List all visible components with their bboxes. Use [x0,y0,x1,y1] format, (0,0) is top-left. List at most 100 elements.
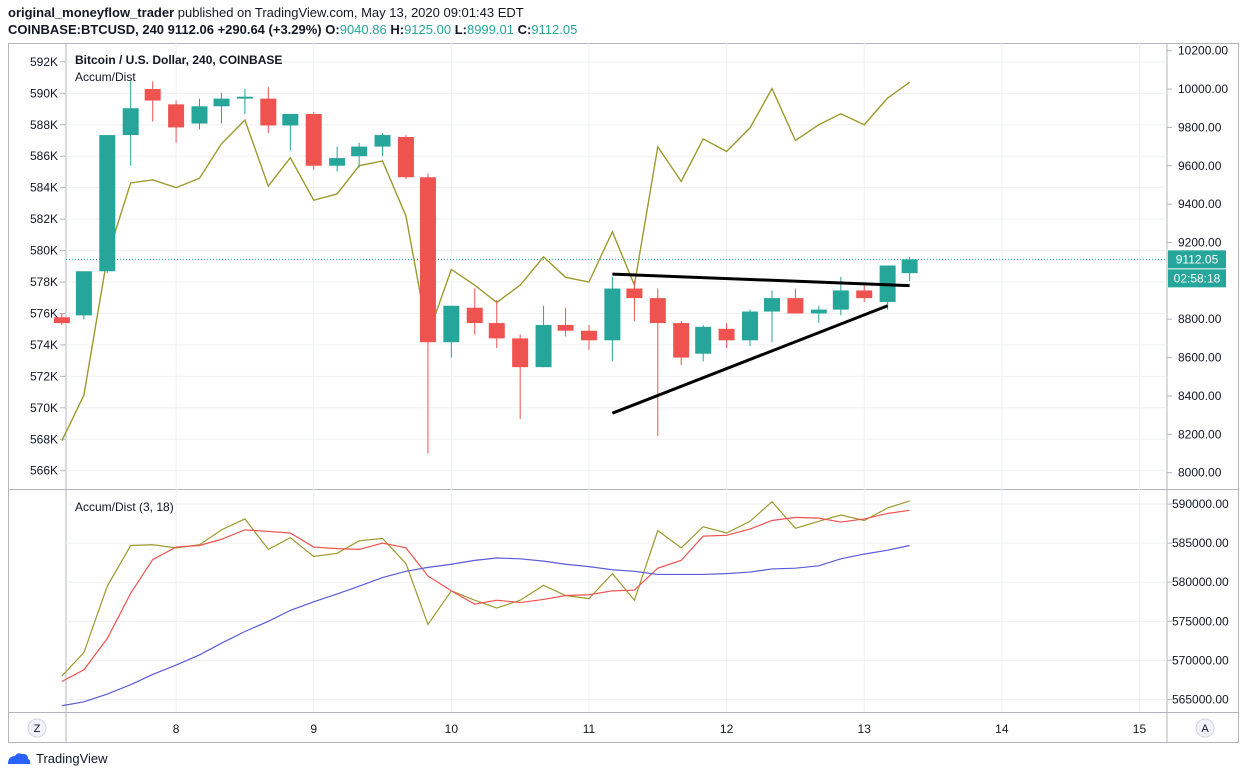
auto-zoom-button[interactable]: Z [27,718,47,738]
low-value: 8999.01 [466,22,514,37]
ohlc-line: COINBASE:BTCUSD, 240 9112.06 +290.64 (+3… [8,21,1238,38]
candle[interactable] [718,323,735,348]
price-tick-label: 9600.00 [1178,159,1222,173]
left-axis-tick-label: 576K [30,306,58,320]
trendline[interactable] [612,272,910,288]
candle-body [53,317,70,324]
low-label: L: [454,22,467,37]
candle[interactable] [191,98,208,130]
z-button-label: Z [34,723,41,735]
candle[interactable] [260,87,277,134]
overlay-label: Accum/Dist [75,70,136,84]
candle-body [604,288,621,341]
trendline[interactable] [611,304,889,415]
candle-body [764,298,781,312]
candle[interactable] [122,79,139,166]
candle-body [856,290,873,299]
symbol-label: COINBASE:BTCUSD, 240 [8,22,165,37]
publish-line: original_moneyflow_trader published on T… [8,4,1238,21]
candle[interactable] [305,112,322,170]
candle-body [260,98,277,126]
candle-body [374,135,391,147]
price-tick-label: 9200.00 [1178,235,1222,249]
candle-body [236,96,253,99]
candle[interactable] [419,173,436,454]
candle[interactable] [144,81,161,122]
candle[interactable] [329,146,346,172]
candle[interactable] [512,334,529,419]
time-tick-label: 12 [720,722,734,736]
candle[interactable] [626,280,643,322]
candle[interactable] [764,290,781,343]
candle-body [443,305,460,343]
candle[interactable] [282,113,299,151]
candle-body [673,323,690,358]
candle[interactable] [856,284,873,302]
author-name[interactable]: original_moneyflow_trader [8,5,175,20]
left-axis-tick-label: 592K [30,55,58,69]
left-axis-tick-label: 582K [30,212,58,226]
candle[interactable] [374,133,391,157]
candle-body [419,177,436,343]
accum-dist-line [61,81,911,442]
candle[interactable] [695,324,712,362]
candle[interactable] [673,321,690,366]
left-axis-tick-label: 574K [30,338,58,352]
price-tick-label: 9400.00 [1178,197,1222,211]
candle[interactable] [649,288,666,437]
candle[interactable] [580,324,597,350]
candle[interactable] [75,271,92,320]
candle[interactable] [787,288,804,314]
time-tick-label: 8 [173,722,180,736]
sub-tick-label: 585000.00 [1172,536,1229,550]
candle-body [832,290,849,310]
close-label: C: [517,22,532,37]
candle[interactable] [557,307,574,337]
a-button-label: A [1201,723,1209,735]
candle-body [626,288,643,299]
candle-body [695,326,712,354]
time-tick-label: 11 [583,722,596,736]
candle-body [351,146,368,157]
candle[interactable] [741,309,758,347]
change-value: +290.64 (+3.29%) [217,22,322,37]
sub-tick-label: 590000.00 [1172,497,1229,511]
candle[interactable] [443,305,460,358]
tradingview-logo[interactable]: TradingView [6,751,108,766]
candle-body [144,89,161,101]
candle-body [580,330,597,341]
candle[interactable] [99,135,116,274]
candle[interactable] [53,313,70,325]
auto-scale-button[interactable]: A [1195,718,1215,738]
candle[interactable] [213,92,230,124]
candle[interactable] [901,256,918,282]
price-tick-label: 8200.00 [1178,427,1222,441]
sub-tick-label: 575000.00 [1172,614,1229,628]
sub-tick-label: 570000.00 [1172,653,1229,667]
candle[interactable] [466,288,483,335]
left-axis-tick-label: 584K [30,181,58,195]
candle-body [512,338,529,368]
left-axis-tick-label: 586K [30,149,58,163]
sub-pane-title: Accum/Dist (3, 18) [75,500,174,514]
candle[interactable] [879,265,896,310]
candle[interactable] [236,89,253,114]
candle[interactable] [810,305,827,324]
high-label: H: [390,22,405,37]
z-button-bg [27,718,47,738]
candle[interactable] [604,277,621,362]
candle-body [282,113,299,126]
candle-body [213,98,230,107]
left-axis-tick-label: 580K [30,244,58,258]
candle[interactable] [488,300,505,348]
candle[interactable] [535,305,552,368]
sub-tick-label: 580000.00 [1172,575,1229,589]
candle[interactable] [351,142,368,168]
candle[interactable] [168,100,185,143]
tradingview-name: TradingView [36,751,108,766]
candle[interactable] [397,135,414,180]
left-axis-tick-label: 578K [30,275,58,289]
candle-body [99,135,116,272]
countdown-tag-bg [1168,269,1226,288]
